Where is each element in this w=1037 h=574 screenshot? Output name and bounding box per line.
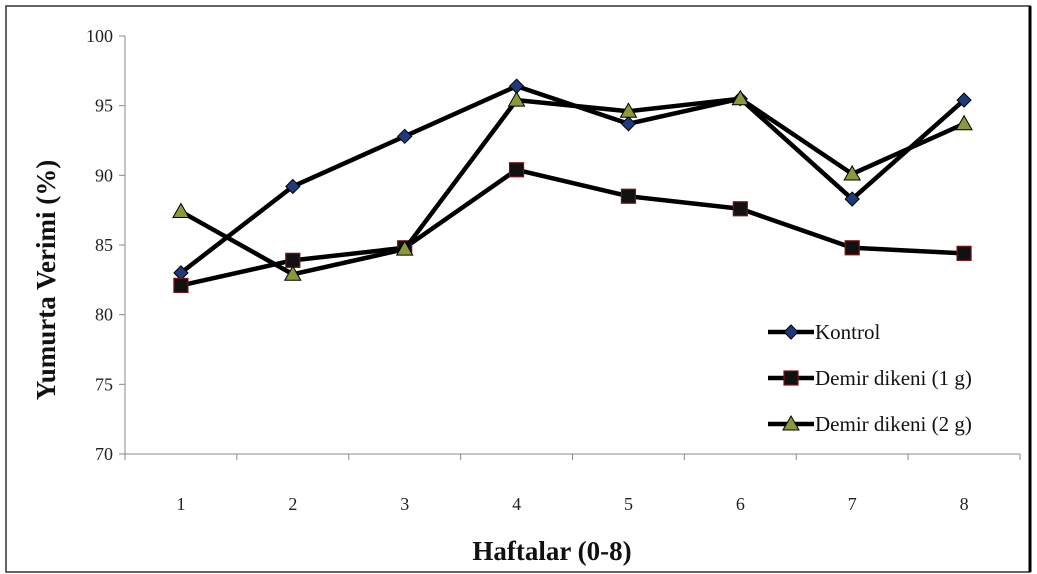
y-tick-label: 95 <box>95 96 113 116</box>
y-tick-label: 90 <box>95 165 113 185</box>
legend-marker <box>783 324 799 340</box>
data-point <box>285 178 301 195</box>
legend-item: Kontrol <box>768 320 880 344</box>
axes <box>119 35 1021 460</box>
legend-marker <box>782 414 800 431</box>
y-tick-label: 70 <box>95 444 113 464</box>
series-layer <box>172 78 973 294</box>
data-point <box>843 164 862 181</box>
data-point <box>844 191 860 207</box>
legend-label: Kontrol <box>815 320 880 344</box>
x-tick-label: 2 <box>288 494 297 514</box>
series-line <box>179 96 965 277</box>
x-tick-label: 5 <box>624 494 633 514</box>
x-axis-title: Haftalar (0-8) <box>472 536 631 566</box>
data-point <box>620 116 637 132</box>
legend: Kontrol Demir dikeni (1 g) Demir dikeni (2… <box>768 320 972 436</box>
data-point <box>955 114 973 131</box>
x-tick-label: 6 <box>736 494 745 514</box>
data-point <box>844 240 860 256</box>
data-point <box>396 128 413 145</box>
data-point <box>620 188 637 204</box>
data-point <box>172 202 190 219</box>
data-point <box>508 162 525 178</box>
legend-marker <box>783 370 799 386</box>
y-tick-label: 100 <box>86 26 113 46</box>
y-tick-label: 85 <box>95 235 113 255</box>
data-point <box>285 252 301 268</box>
data-point <box>619 102 638 118</box>
data-point <box>395 240 414 256</box>
x-tick-label: 7 <box>848 494 857 514</box>
data-point <box>731 89 750 106</box>
series-line <box>180 167 965 288</box>
legend-label: Demir dikeni (2 g) <box>815 412 972 436</box>
y-tick-labels: 70 75 80 85 90 95 100 <box>86 26 113 464</box>
data-point <box>956 92 972 108</box>
data-point <box>507 91 526 107</box>
y-tick-label: 75 <box>95 374 113 394</box>
y-axis-title: Yumurta Verimi (%) <box>31 160 61 401</box>
y-tick-label: 80 <box>95 305 113 325</box>
legend-item: Demir dikeni (2 g) <box>768 412 972 436</box>
x-tick-label: 4 <box>512 494 521 514</box>
legend-item: Demir dikeni (1 g) <box>768 366 972 390</box>
data-point <box>732 201 748 217</box>
data-point <box>283 265 302 281</box>
series-3 <box>172 89 973 281</box>
x-tick-label: 8 <box>960 494 969 514</box>
legend-label: Demir dikeni (1 g) <box>815 366 972 390</box>
x-tick-label: 1 <box>176 494 185 514</box>
x-tick-label: 3 <box>400 494 409 514</box>
data-point <box>956 245 972 261</box>
data-point <box>173 277 189 294</box>
x-tick-labels: 1 2 3 4 5 6 7 8 <box>176 494 968 514</box>
